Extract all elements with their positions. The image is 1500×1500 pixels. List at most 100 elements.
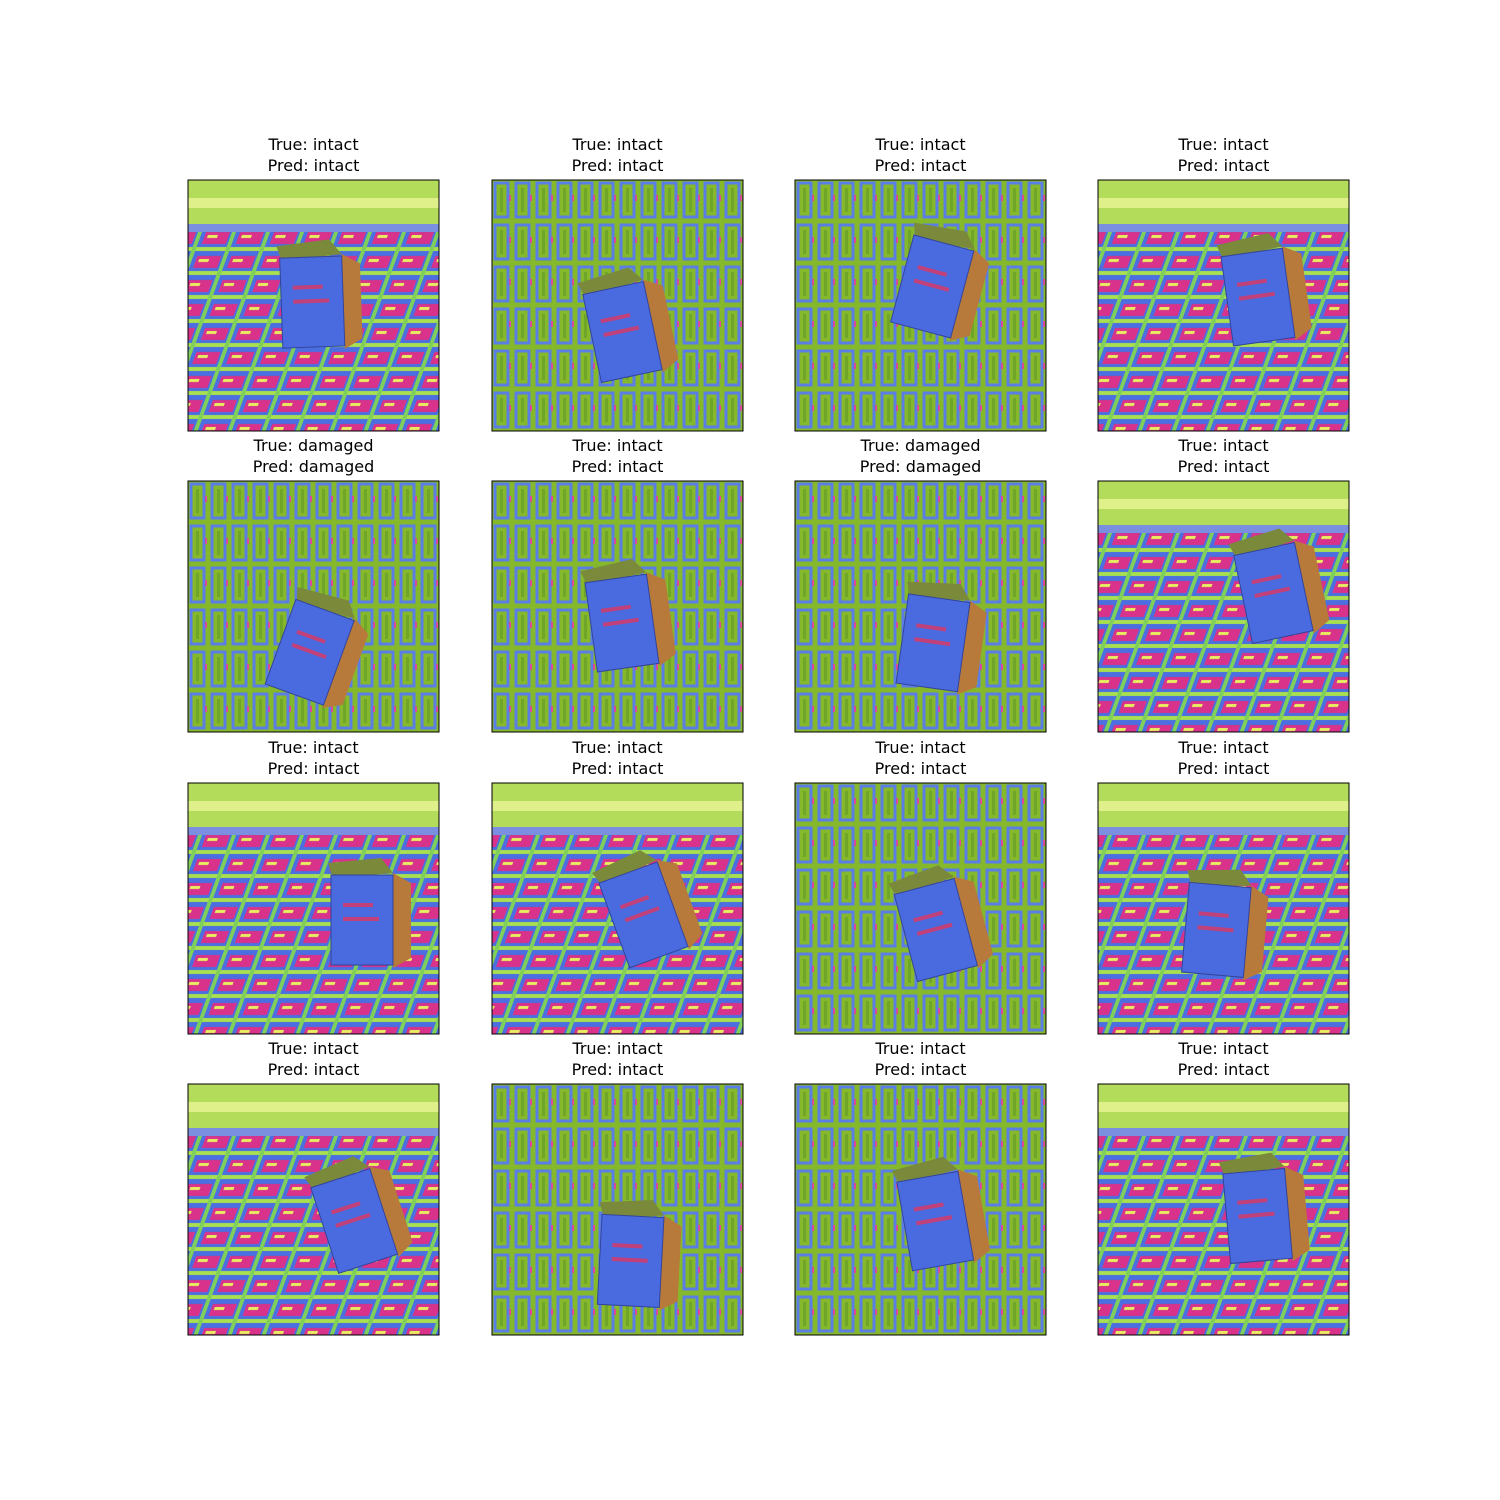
box [1216, 233, 1312, 347]
true-label: True: intact [571, 436, 662, 455]
image [491, 782, 744, 1035]
image [794, 179, 1047, 432]
shelf-stripe [1098, 801, 1349, 811]
box [580, 559, 676, 673]
box-top [580, 559, 647, 586]
shelf-stripe [1098, 1102, 1349, 1112]
box [276, 239, 363, 349]
box-print [914, 637, 951, 647]
image-border [794, 179, 1047, 432]
box [888, 865, 994, 983]
box-print [335, 1212, 371, 1228]
box [596, 1200, 682, 1311]
box-print [296, 629, 326, 644]
pred-label: Pred: intact [268, 759, 360, 778]
shelf-stripe [1098, 198, 1349, 208]
box-side [322, 618, 369, 708]
pred-label: Pred: intact [572, 156, 664, 175]
image [187, 1083, 440, 1336]
image [794, 480, 1047, 733]
true-label: True: intact [571, 1039, 662, 1058]
image-border [794, 1083, 1047, 1336]
pred-label: Pred: damaged [253, 457, 375, 476]
image-border [794, 480, 1047, 733]
shelf-edge [1098, 525, 1349, 533]
box-print [1238, 291, 1275, 301]
image-border [1097, 1083, 1350, 1336]
box [577, 267, 679, 384]
box-side [1294, 540, 1330, 634]
box-top [1218, 1152, 1285, 1177]
box-top [276, 239, 342, 262]
true-label: True: intact [267, 135, 358, 154]
true-label: True: damaged [253, 436, 374, 455]
image [491, 179, 744, 432]
box-side [643, 279, 679, 373]
shelf-stripe [188, 801, 439, 811]
true-label: True: intact [874, 135, 965, 154]
box-top [914, 222, 975, 250]
shelf-edge [1098, 1128, 1349, 1136]
box-print [917, 265, 948, 277]
image-border [794, 782, 1047, 1035]
box-top [891, 1156, 958, 1185]
box-print [1251, 574, 1282, 585]
image [187, 480, 440, 733]
image-border [491, 179, 744, 432]
box-print [1238, 1211, 1275, 1219]
box-print [600, 604, 632, 613]
shelf-stripe [492, 801, 743, 811]
box [1218, 1152, 1310, 1265]
shelf-edge [1098, 224, 1349, 232]
box-print [612, 1242, 643, 1249]
box-side [646, 572, 676, 667]
pred-label: Pred: intact [1178, 1060, 1270, 1079]
shelf-edge [188, 1128, 439, 1136]
box-side [659, 1215, 682, 1311]
box-top [1228, 528, 1295, 559]
box-side [369, 1166, 413, 1258]
box-side [957, 1169, 991, 1263]
box-print [913, 1202, 944, 1212]
box-print [600, 313, 631, 324]
image [794, 782, 1047, 1035]
box-print [1236, 278, 1268, 287]
box [891, 1156, 991, 1272]
box [304, 1156, 413, 1274]
image [491, 480, 744, 733]
image-border [187, 480, 440, 733]
pred-label: Pred: intact [875, 759, 967, 778]
box-print [330, 1201, 361, 1215]
box-side [949, 249, 990, 341]
box-side [656, 860, 703, 950]
box [1228, 528, 1330, 645]
box-top [599, 1200, 665, 1218]
image [187, 179, 440, 432]
true-label: True: intact [1177, 1039, 1268, 1058]
box [1181, 869, 1269, 981]
box-top [296, 587, 355, 619]
shelf-edge [188, 224, 439, 232]
image-border [491, 480, 744, 733]
shelf-edge [188, 827, 439, 835]
box-print [624, 906, 660, 923]
image-border [187, 782, 440, 1035]
box-print [611, 1256, 648, 1263]
box-print [603, 325, 640, 337]
box-top [328, 858, 393, 878]
shelf-edge [1098, 827, 1349, 835]
true-label: True: intact [874, 1039, 965, 1058]
box-top [577, 267, 644, 298]
image-border [491, 1083, 744, 1336]
pred-label: Pred: intact [572, 457, 664, 476]
box [890, 222, 990, 341]
true-label: True: intact [1177, 738, 1268, 757]
box-print [913, 910, 944, 923]
image-border [187, 1083, 440, 1336]
box-top [888, 865, 954, 897]
box-print [1197, 925, 1234, 933]
box-print [916, 922, 953, 936]
box-print [291, 642, 327, 659]
true-label: True: intact [267, 738, 358, 757]
